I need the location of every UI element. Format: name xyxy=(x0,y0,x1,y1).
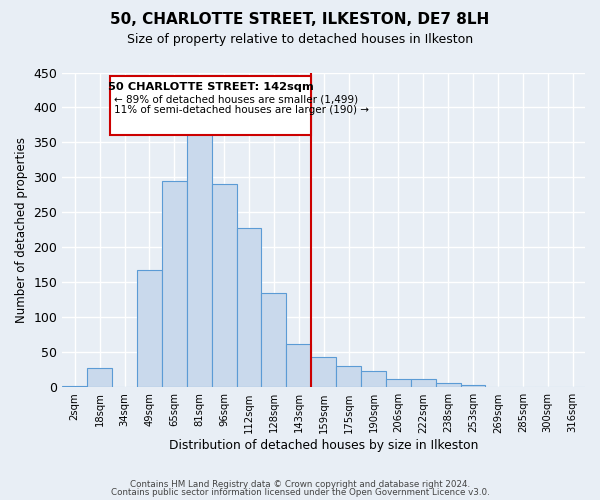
Text: 11% of semi-detached houses are larger (190) →: 11% of semi-detached houses are larger (… xyxy=(114,106,369,116)
Bar xyxy=(187,128,212,388)
Text: 50, CHARLOTTE STREET, ILKESTON, DE7 8LH: 50, CHARLOTTE STREET, ILKESTON, DE7 8LH xyxy=(110,12,490,28)
Bar xyxy=(436,383,461,388)
Bar xyxy=(311,357,336,388)
Bar xyxy=(236,228,262,388)
Bar xyxy=(212,184,236,388)
FancyBboxPatch shape xyxy=(110,76,311,136)
Bar xyxy=(386,379,411,388)
Y-axis label: Number of detached properties: Number of detached properties xyxy=(15,137,28,323)
Bar xyxy=(286,344,311,388)
Bar xyxy=(137,270,162,388)
Text: Contains HM Land Registry data © Crown copyright and database right 2024.: Contains HM Land Registry data © Crown c… xyxy=(130,480,470,489)
Text: Contains public sector information licensed under the Open Government Licence v3: Contains public sector information licen… xyxy=(110,488,490,497)
Text: Size of property relative to detached houses in Ilkeston: Size of property relative to detached ho… xyxy=(127,32,473,46)
Bar xyxy=(361,371,386,388)
Text: ← 89% of detached houses are smaller (1,499): ← 89% of detached houses are smaller (1,… xyxy=(114,94,358,104)
Bar xyxy=(336,366,361,388)
Bar xyxy=(62,386,87,388)
Bar xyxy=(485,386,511,388)
Bar xyxy=(162,181,187,388)
Bar xyxy=(461,385,485,388)
Bar xyxy=(87,368,112,388)
X-axis label: Distribution of detached houses by size in Ilkeston: Distribution of detached houses by size … xyxy=(169,440,478,452)
Bar xyxy=(411,379,436,388)
Text: 50 CHARLOTTE STREET: 142sqm: 50 CHARLOTTE STREET: 142sqm xyxy=(107,82,313,92)
Bar xyxy=(262,293,286,388)
